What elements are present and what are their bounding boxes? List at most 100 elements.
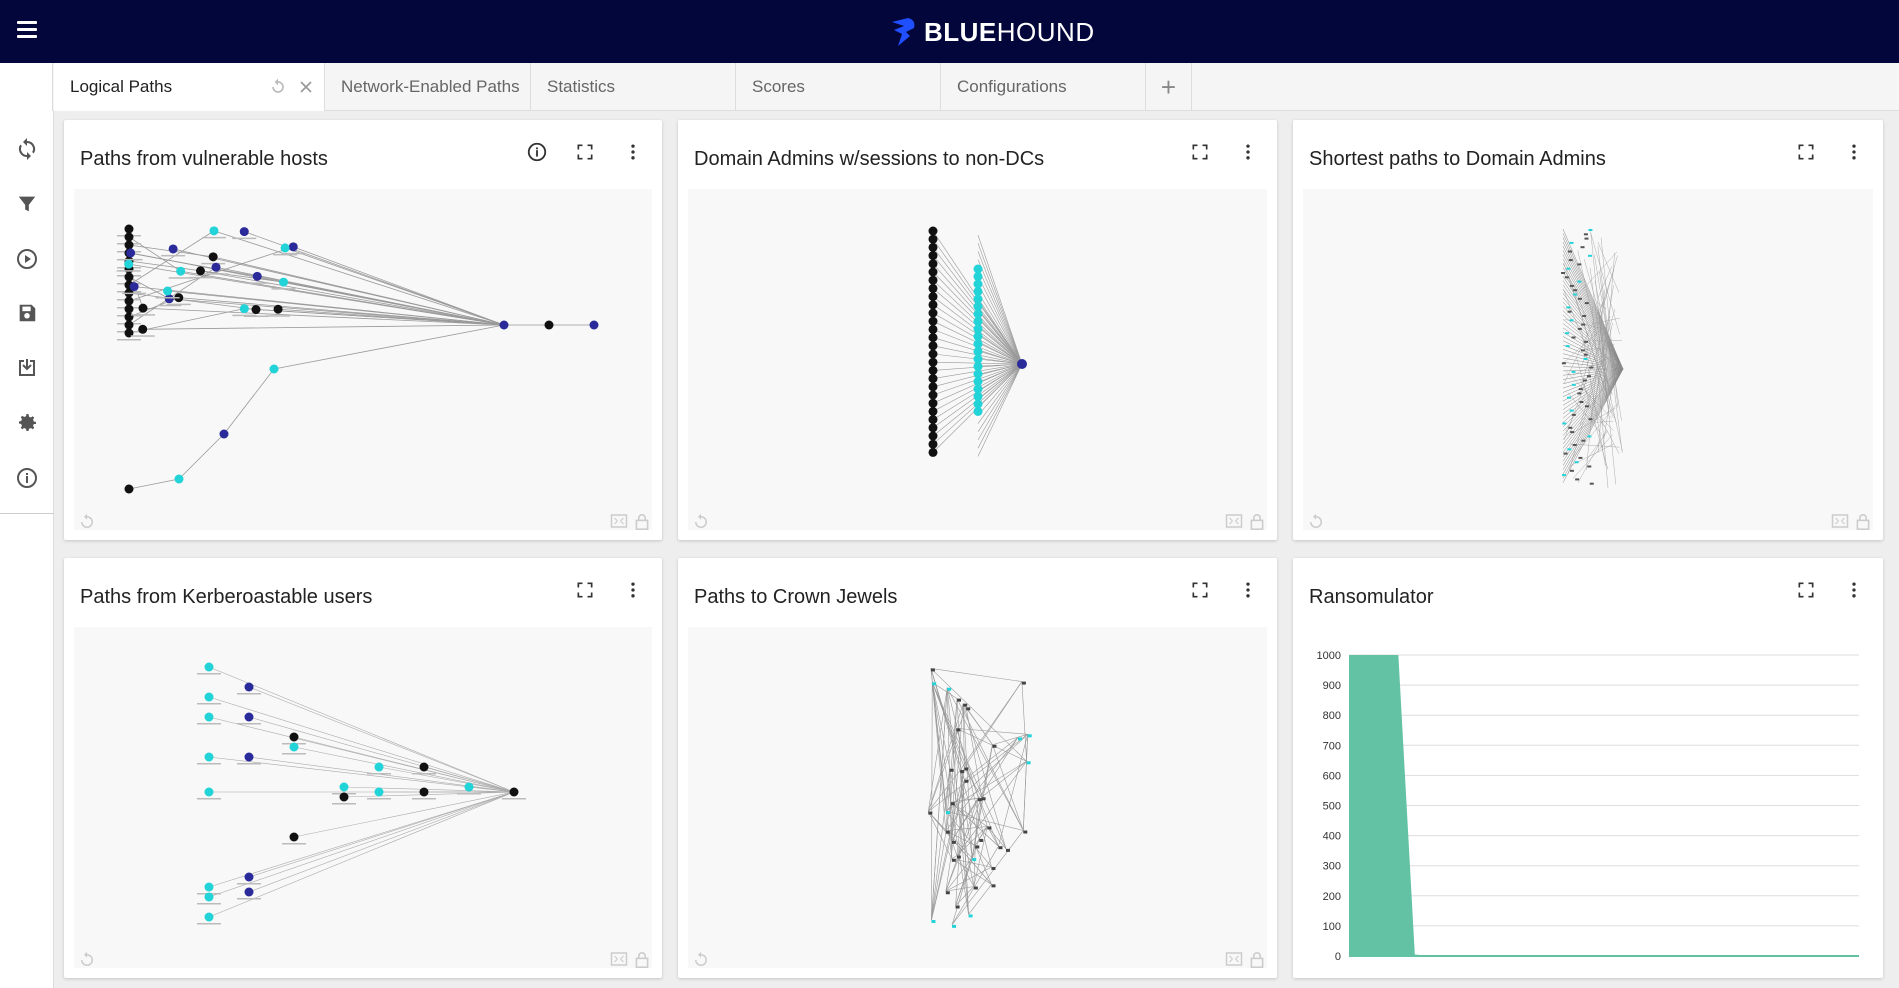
graph-node[interactable] (928, 242, 938, 252)
graph-node[interactable] (973, 339, 983, 349)
graph-node[interactable] (928, 259, 938, 269)
graph-node[interactable] (973, 377, 983, 386)
graph-node[interactable] (204, 892, 214, 902)
graph-node[interactable] (928, 349, 938, 359)
fit-view-icon[interactable] (1225, 951, 1243, 969)
graph-node[interactable] (124, 272, 134, 282)
graph-node[interactable] (195, 266, 205, 276)
graph-node[interactable] (279, 277, 289, 287)
graph-node[interactable] (928, 357, 938, 367)
lock-icon[interactable] (1855, 513, 1871, 531)
graph-node[interactable] (973, 287, 983, 296)
graph-node[interactable] (204, 882, 214, 892)
save-button[interactable] (13, 299, 41, 327)
graph-node[interactable] (374, 787, 384, 797)
graph-node[interactable] (124, 312, 134, 322)
more-options-icon[interactable] (620, 577, 646, 603)
graph-node[interactable] (204, 662, 214, 672)
graph-node[interactable] (204, 692, 214, 702)
graph-node[interactable] (124, 304, 134, 314)
graph-node[interactable] (928, 365, 938, 375)
card-info-icon[interactable] (524, 139, 550, 165)
graph-node[interactable] (928, 341, 938, 351)
graph-node[interactable] (124, 259, 134, 269)
lock-icon[interactable] (1249, 951, 1265, 969)
fullscreen-icon[interactable] (1793, 577, 1819, 603)
tab-scores[interactable]: Scores (736, 63, 941, 111)
graph-node[interactable] (124, 240, 134, 250)
graph-node[interactable] (244, 752, 254, 762)
graph-node[interactable] (928, 316, 938, 326)
graph-node[interactable] (973, 347, 983, 356)
graph-node[interactable] (129, 282, 139, 292)
graph-node[interactable] (289, 732, 299, 742)
fullscreen-icon[interactable] (1793, 139, 1819, 165)
graph-node[interactable] (138, 324, 148, 334)
graph-node[interactable] (973, 294, 983, 304)
graph-canvas[interactable] (74, 189, 652, 530)
tab-network-enabled-paths[interactable]: Network-Enabled Paths (325, 63, 531, 111)
hamburger-menu-icon[interactable] (14, 18, 40, 44)
graph-canvas[interactable] (688, 189, 1267, 530)
graph-node[interactable] (124, 484, 134, 494)
graph-node[interactable] (211, 262, 221, 272)
graph-node[interactable] (928, 431, 938, 441)
graph-node[interactable] (289, 742, 299, 752)
graph-node[interactable] (252, 271, 262, 281)
graph-canvas[interactable] (74, 627, 652, 968)
card-refresh-icon[interactable] (78, 951, 96, 969)
fullscreen-icon[interactable] (1187, 139, 1213, 165)
fit-view-icon[interactable] (610, 951, 628, 969)
fullscreen-icon[interactable] (572, 577, 598, 603)
graph-node[interactable] (168, 244, 178, 254)
fit-view-icon[interactable] (610, 513, 628, 531)
graph-node[interactable] (138, 303, 148, 313)
tab-configurations[interactable]: Configurations (941, 63, 1146, 111)
graph-node[interactable] (928, 398, 938, 408)
fit-view-icon[interactable] (1831, 513, 1849, 531)
tab-statistics[interactable]: Statistics (531, 63, 736, 111)
graph-node[interactable] (269, 364, 279, 374)
card-refresh-icon[interactable] (692, 951, 710, 969)
graph-node[interactable] (244, 712, 254, 722)
graph-node[interactable] (928, 390, 938, 400)
tab-close-icon[interactable] (296, 77, 316, 97)
graph-node[interactable] (928, 251, 938, 261)
graph-node[interactable] (928, 234, 938, 244)
graph-node[interactable] (244, 887, 254, 897)
lock-icon[interactable] (634, 513, 650, 531)
graph-node[interactable] (124, 296, 134, 306)
graph-node[interactable] (204, 712, 214, 722)
graph-node[interactable] (928, 333, 938, 343)
filter-button[interactable] (13, 190, 41, 218)
add-tab-button[interactable]: + (1146, 63, 1192, 111)
graph-node[interactable] (973, 399, 983, 409)
graph-node[interactable] (928, 447, 938, 457)
graph-node[interactable] (973, 362, 983, 371)
graph-node[interactable] (163, 286, 173, 296)
graph-node[interactable] (973, 324, 983, 334)
graph-node[interactable] (204, 912, 214, 922)
graph-node[interactable] (928, 324, 938, 334)
fit-view-icon[interactable] (1225, 513, 1243, 531)
graph-node[interactable] (126, 248, 136, 258)
graph-node[interactable] (973, 407, 983, 416)
more-options-icon[interactable] (1841, 139, 1867, 165)
graph-node[interactable] (928, 406, 938, 416)
fullscreen-icon[interactable] (1187, 577, 1213, 603)
graph-node[interactable] (339, 782, 349, 792)
graph-node[interactable] (374, 762, 384, 772)
lock-icon[interactable] (1249, 513, 1265, 531)
graph-node[interactable] (928, 226, 938, 236)
graph-node[interactable] (280, 243, 290, 253)
lock-icon[interactable] (634, 951, 650, 969)
card-refresh-icon[interactable] (78, 513, 96, 531)
graph-node[interactable] (244, 682, 254, 692)
graph-node[interactable] (973, 384, 983, 394)
graph-node[interactable] (251, 305, 261, 315)
fullscreen-icon[interactable] (572, 139, 598, 165)
graph-node[interactable] (273, 304, 283, 314)
graph-node[interactable] (928, 267, 938, 277)
run-button[interactable] (13, 245, 41, 273)
graph-node[interactable] (928, 275, 938, 285)
